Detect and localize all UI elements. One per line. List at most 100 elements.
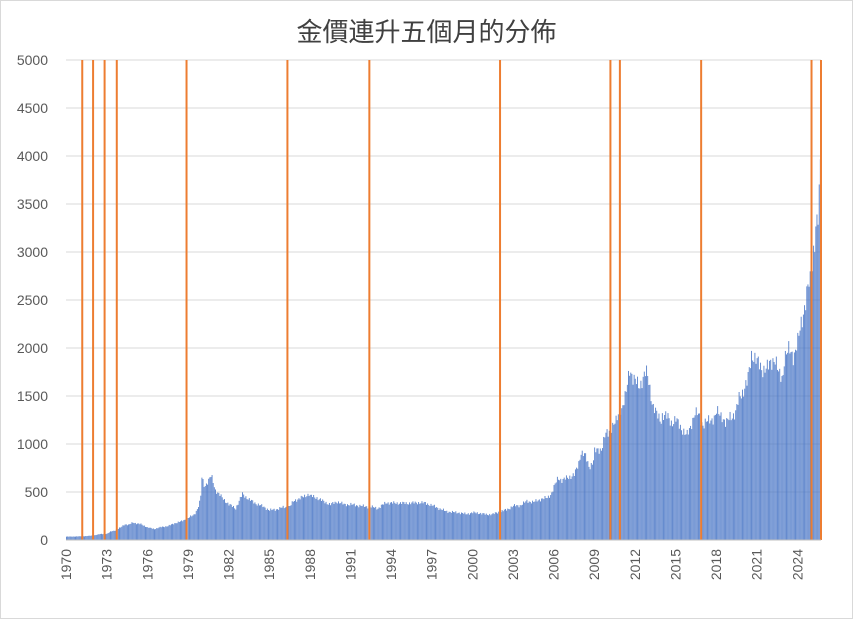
- bar: [525, 501, 527, 540]
- bar: [139, 524, 141, 540]
- bar: [158, 527, 160, 540]
- bar: [406, 504, 408, 540]
- bar: [194, 514, 196, 540]
- bar: [216, 493, 218, 540]
- bar: [757, 356, 759, 540]
- bar: [736, 404, 738, 540]
- bar: [660, 423, 662, 540]
- bar: [591, 464, 593, 540]
- bar: [641, 388, 643, 540]
- bar: [673, 424, 675, 540]
- bar: [143, 525, 145, 540]
- bar: [596, 448, 598, 540]
- bar: [385, 503, 387, 540]
- bar: [813, 245, 815, 541]
- bar: [721, 422, 723, 540]
- bar: [735, 410, 737, 540]
- bar: [655, 407, 657, 540]
- bar: [362, 504, 364, 540]
- bar: [709, 423, 711, 540]
- bar: [506, 510, 508, 540]
- bar: [720, 412, 722, 540]
- bar: [538, 499, 540, 540]
- bar: [411, 502, 413, 540]
- bar: [192, 515, 194, 540]
- bar: [772, 358, 774, 540]
- bar: [325, 501, 327, 540]
- bar: [588, 466, 590, 540]
- bar: [96, 534, 98, 540]
- chart-title: 金價連升五個月的分佈: [296, 18, 557, 48]
- bar: [526, 499, 528, 540]
- bar: [545, 497, 547, 540]
- bar: [145, 526, 146, 540]
- bar: [108, 532, 110, 540]
- bar: [784, 350, 786, 540]
- bar: [437, 507, 439, 540]
- bar: [363, 506, 365, 540]
- bar: [482, 513, 484, 540]
- bar: [623, 405, 625, 540]
- bar: [383, 504, 385, 540]
- bar: [358, 507, 360, 540]
- bar: [86, 536, 88, 540]
- bar: [529, 501, 531, 540]
- bar: [681, 430, 683, 540]
- bar: [251, 499, 253, 540]
- bar: [520, 505, 522, 540]
- bar: [262, 507, 264, 540]
- bar: [642, 376, 644, 540]
- bar: [448, 511, 450, 540]
- bar: [527, 502, 529, 540]
- bar: [274, 510, 276, 540]
- bar: [352, 504, 354, 540]
- bar: [730, 420, 732, 540]
- y-tick-label: 1500: [17, 388, 48, 404]
- bar: [79, 536, 81, 540]
- bar: [638, 388, 640, 540]
- bar: [230, 504, 232, 540]
- bar: [166, 526, 168, 540]
- bar: [771, 369, 773, 540]
- bar: [760, 362, 762, 540]
- bar: [130, 523, 132, 540]
- bar: [87, 535, 89, 540]
- bar: [299, 499, 301, 540]
- gridlines: [66, 59, 821, 493]
- bar: [140, 523, 142, 540]
- bar: [791, 351, 793, 540]
- bar: [612, 422, 614, 540]
- bar: [343, 503, 345, 540]
- bar: [275, 509, 277, 540]
- x-tick-label: 2012: [627, 549, 643, 580]
- bar: [270, 508, 272, 540]
- bar: [477, 514, 479, 540]
- y-tick-label: 4000: [17, 148, 48, 164]
- bar: [682, 434, 684, 540]
- bar: [183, 520, 185, 540]
- bar: [354, 506, 356, 540]
- bar: [665, 411, 667, 540]
- bar: [516, 505, 518, 540]
- bar: [463, 513, 465, 540]
- bar: [789, 353, 791, 540]
- bar: [439, 508, 441, 540]
- bar: [445, 511, 447, 540]
- bar: [401, 504, 403, 540]
- x-tick-label: 2006: [546, 549, 562, 580]
- bar: [245, 496, 247, 540]
- bar: [121, 526, 123, 540]
- bar: [543, 499, 545, 540]
- bar: [595, 452, 597, 540]
- x-axis-ticks: 1970 1973 1976 1979 1982 1985 1988 1991 1994 1997…: [58, 549, 805, 580]
- bar: [658, 413, 660, 540]
- bar: [818, 184, 820, 541]
- x-tick-label: 1979: [180, 549, 196, 580]
- bar: [280, 507, 282, 540]
- bar: [632, 384, 634, 540]
- bar: [744, 388, 746, 540]
- bar: [707, 421, 708, 540]
- bar: [761, 370, 763, 540]
- bar: [755, 363, 757, 540]
- bar: [148, 528, 150, 540]
